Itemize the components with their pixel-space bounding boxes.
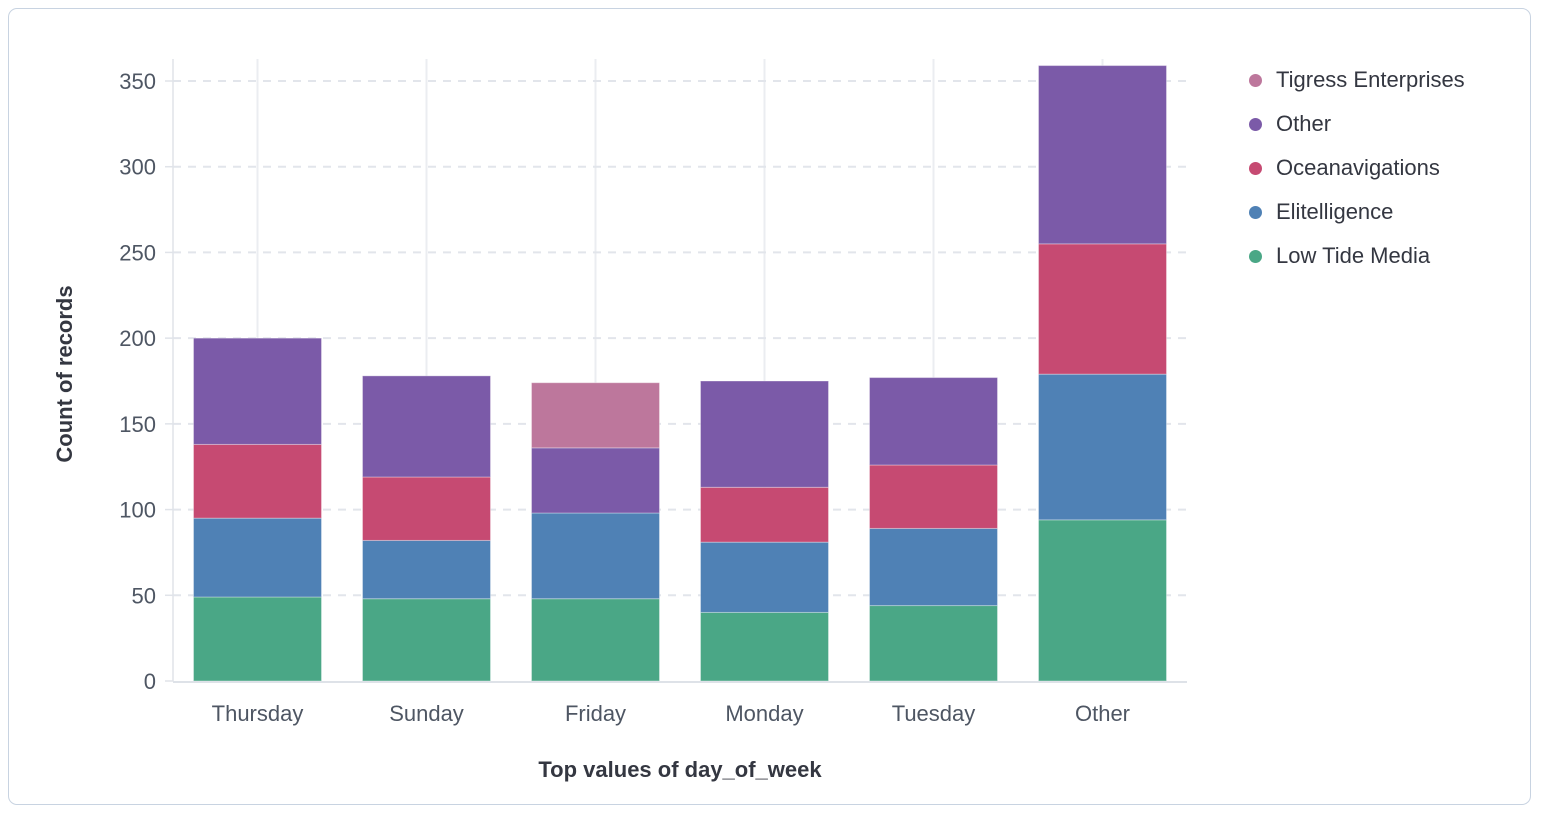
legend-label: Low Tide Media <box>1276 243 1431 268</box>
x-tick-label: Friday <box>565 701 626 726</box>
y-tick-label: 50 <box>132 583 156 608</box>
bar-segment-other-other[interactable] <box>1038 65 1167 245</box>
bar-segment-oceanavigations-tuesday[interactable] <box>869 464 998 529</box>
bar-segment-oceanavigations-monday[interactable] <box>700 486 829 543</box>
bar-segment-low-tide-media-sunday[interactable] <box>362 598 491 682</box>
bar-segment-elitelligence-other[interactable] <box>1038 373 1167 521</box>
legend-label: Oceanavigations <box>1276 155 1440 180</box>
legend-item-elitelligence[interactable]: Elitelligence <box>1249 190 1465 234</box>
x-tick-label: Tuesday <box>892 701 976 726</box>
legend-item-other[interactable]: Other <box>1249 102 1465 146</box>
legend-label: Tigress Enterprises <box>1276 67 1465 92</box>
legend-color-dot <box>1249 205 1262 219</box>
bar-segment-elitelligence-friday[interactable] <box>531 512 660 600</box>
bar-segment-oceanavigations-sunday[interactable] <box>362 476 491 541</box>
y-tick-label: 150 <box>119 412 156 437</box>
y-tick-label: 200 <box>119 326 156 351</box>
legend-color-dot <box>1249 117 1262 131</box>
legend-color-dot <box>1249 249 1262 263</box>
bar-segment-elitelligence-thursday[interactable] <box>193 517 322 598</box>
chart-legend: Tigress Enterprises Other Oceanavigations E… <box>1249 58 1465 278</box>
bar-segment-elitelligence-sunday[interactable] <box>362 539 491 600</box>
legend-item-low-tide-media[interactable]: Low Tide Media <box>1249 234 1465 278</box>
legend-color-dot <box>1249 161 1262 175</box>
bar-segment-oceanavigations-other[interactable] <box>1038 243 1167 375</box>
bar-segment-elitelligence-tuesday[interactable] <box>869 527 998 607</box>
stacked-bar-plot: 0 50 100 150 200 250 300 350 Thursday Sunday Frida… <box>119 59 1187 726</box>
x-tick-label: Other <box>1075 701 1130 726</box>
bar-segment-oceanavigations-thursday[interactable] <box>193 443 322 519</box>
bar-segment-other-friday[interactable] <box>531 447 660 514</box>
x-axis-title: Top values of day_of_week <box>538 757 822 782</box>
bar-segment-other-thursday[interactable] <box>193 337 322 445</box>
visualization-card: 0 50 100 150 200 250 300 350 Thursday Sunday Frida… <box>8 8 1531 805</box>
bar-segment-low-tide-media-monday[interactable] <box>700 611 829 682</box>
bar-segment-other-sunday[interactable] <box>362 375 491 478</box>
y-tick-label: 100 <box>119 498 156 523</box>
x-tick-label: Monday <box>725 701 803 726</box>
x-tick-label: Thursday <box>212 701 304 726</box>
legend-label: Other <box>1276 111 1332 136</box>
y-tick-label: 300 <box>119 155 156 180</box>
legend-item-tigress-enterprises[interactable]: Tigress Enterprises <box>1249 58 1465 102</box>
bar-segment-low-tide-media-tuesday[interactable] <box>869 605 998 682</box>
y-tick-label: 350 <box>119 69 156 94</box>
y-tick-label: 0 <box>144 669 156 694</box>
bar-segment-low-tide-media-friday[interactable] <box>531 598 660 682</box>
bar-segment-other-monday[interactable] <box>700 380 829 488</box>
x-tick-label: Sunday <box>389 701 464 726</box>
bar-segment-low-tide-media-thursday[interactable] <box>193 596 322 682</box>
y-tick-label: 250 <box>119 240 156 265</box>
legend-label: Elitelligence <box>1276 199 1394 224</box>
bar-segment-other-tuesday[interactable] <box>869 377 998 466</box>
legend-item-oceanavigations[interactable]: Oceanavigations <box>1249 146 1465 190</box>
y-axis-title: Count of records <box>52 285 77 463</box>
bar-segment-tigress-enterprises-friday[interactable] <box>531 382 660 449</box>
bar-segment-elitelligence-monday[interactable] <box>700 541 829 613</box>
legend-color-dot <box>1249 73 1262 87</box>
bar-segment-low-tide-media-other[interactable] <box>1038 519 1167 682</box>
